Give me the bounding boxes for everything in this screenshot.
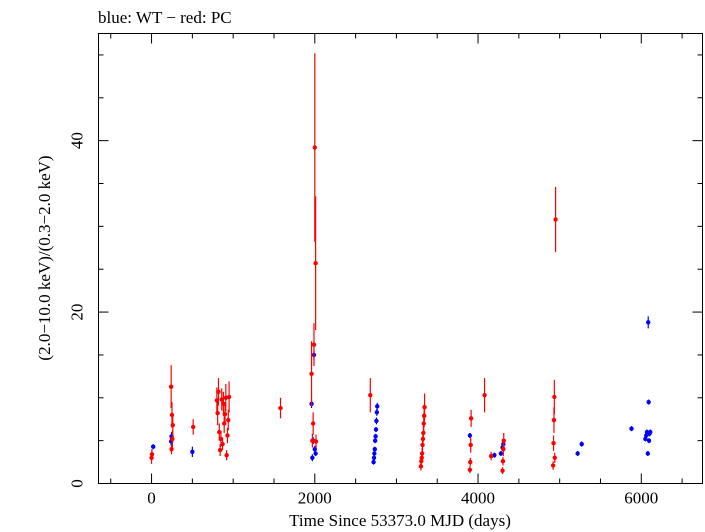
- data-point: [226, 394, 232, 400]
- data-point: [310, 438, 315, 443]
- y-axis-label: (2.0−10.0 keV)/(0.3−2.0 keV): [35, 155, 54, 360]
- data-point: [468, 459, 473, 465]
- x-axis-ticks: 0 2000 4000 6000: [110, 33, 683, 508]
- data-point: [468, 442, 473, 448]
- y-tick-label: 0: [68, 479, 87, 488]
- data-point: [310, 455, 315, 460]
- data-point: [190, 449, 195, 454]
- data-point: [372, 438, 378, 443]
- data-point: [371, 459, 376, 465]
- x-tick-label: 2000: [298, 489, 332, 508]
- data-point: [552, 394, 557, 400]
- data-point: [168, 384, 174, 389]
- data-point: [629, 426, 634, 431]
- data-point: [373, 427, 379, 432]
- data-point: [467, 433, 473, 438]
- data-point: [374, 418, 379, 424]
- data-point: [550, 463, 556, 468]
- data-point: [501, 438, 506, 443]
- data-point: [501, 447, 506, 452]
- x-axis-label: Time Since 53373.0 MJD (days): [289, 511, 511, 530]
- data-point: [646, 320, 651, 325]
- data-point: [551, 441, 556, 446]
- data-point: [500, 468, 505, 473]
- plot-frame: [98, 33, 703, 484]
- data-point: [375, 404, 380, 409]
- data-point: [419, 451, 425, 456]
- data-point: [150, 444, 156, 449]
- data-point: [215, 411, 220, 416]
- data-point: [190, 424, 196, 430]
- data-point: [170, 423, 175, 428]
- data-point: [170, 436, 175, 442]
- data-point: [551, 417, 557, 423]
- data-point: [468, 416, 474, 421]
- data-point: [169, 447, 174, 452]
- data-point: [372, 451, 377, 456]
- x-tick-label: 0: [147, 489, 156, 508]
- data-point: [553, 217, 558, 222]
- data-point: [646, 438, 652, 443]
- data-point: [217, 447, 223, 453]
- data-point: [311, 342, 317, 347]
- data-point: [313, 261, 318, 266]
- data-point: [422, 405, 427, 410]
- data-point: [169, 412, 175, 418]
- data-point: [313, 451, 318, 456]
- data-point: [224, 453, 229, 458]
- data-point: [552, 455, 557, 460]
- data-point: [371, 455, 377, 460]
- data-point: [221, 421, 227, 426]
- y-tick-label: 20: [68, 304, 87, 321]
- data-point: [278, 405, 283, 411]
- x-tick-label: 4000: [461, 489, 495, 508]
- data-point: [648, 429, 653, 435]
- data-marks: [149, 53, 653, 475]
- data-point: [220, 441, 225, 447]
- chart-title: blue: WT − red: PC: [98, 8, 232, 27]
- data-point: [225, 433, 230, 438]
- x-tick-label: 6000: [624, 489, 658, 508]
- data-point: [313, 439, 319, 444]
- data-point: [498, 451, 504, 456]
- y-axis-ticks: 0 20 40: [68, 54, 703, 488]
- data-point: [374, 410, 380, 415]
- data-point: [216, 389, 221, 394]
- data-point: [226, 417, 231, 423]
- data-point: [373, 434, 378, 439]
- data-point: [222, 411, 228, 417]
- data-point: [310, 421, 316, 426]
- data-point: [645, 451, 651, 456]
- data-point: [575, 451, 580, 456]
- series-pc: [149, 53, 558, 475]
- data-point: [482, 393, 487, 398]
- data-point: [646, 399, 651, 405]
- data-point: [309, 371, 314, 376]
- data-point: [467, 467, 473, 472]
- data-point: [372, 447, 377, 452]
- y-tick-label: 40: [68, 132, 87, 149]
- data-point: [312, 145, 317, 150]
- data-point: [500, 459, 506, 464]
- data-point: [579, 441, 584, 447]
- data-point: [149, 452, 155, 457]
- data-point: [368, 393, 373, 398]
- data-point: [488, 453, 494, 459]
